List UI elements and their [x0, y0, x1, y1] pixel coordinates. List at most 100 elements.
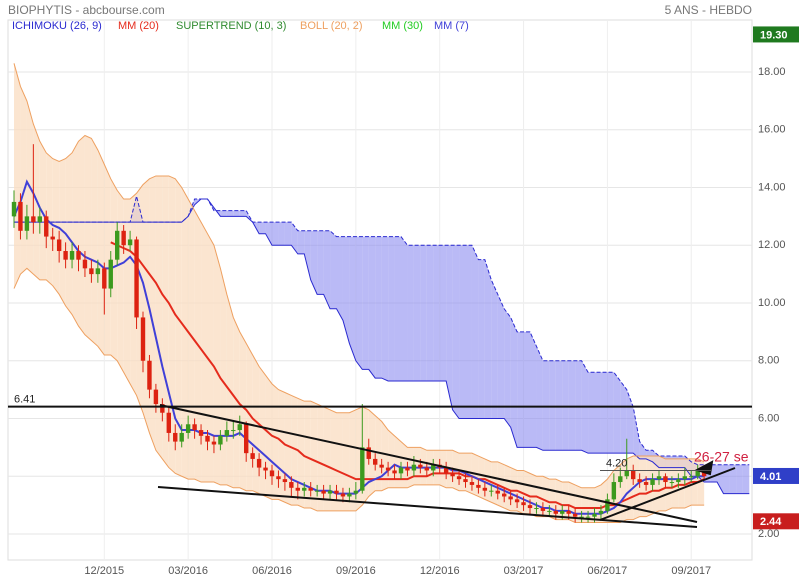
candle-body — [456, 476, 462, 480]
candle-body — [56, 239, 62, 252]
ichimoku-cloud — [536, 346, 543, 451]
boll-band — [104, 164, 111, 355]
candle-body — [611, 482, 617, 500]
candle-body — [650, 479, 655, 485]
candle-body — [69, 251, 75, 260]
candle-body — [463, 479, 468, 483]
ichimoku-cloud — [433, 245, 440, 381]
candle-body — [669, 482, 675, 484]
ichimoku-cloud — [272, 222, 279, 246]
ichimoku-cloud — [323, 230, 331, 309]
candle-body — [11, 201, 17, 217]
boll-band — [394, 435, 401, 488]
ichimoku-cloud — [381, 236, 389, 381]
ichimoku-cloud — [297, 230, 305, 254]
candle-body — [676, 479, 681, 483]
ichimoku-cloud — [349, 236, 356, 361]
candle-body — [373, 458, 378, 465]
boll-band — [272, 383, 279, 500]
ichimoku-cloud — [220, 210, 227, 217]
ichimoku-cloud — [729, 464, 737, 494]
boll-band — [39, 141, 47, 280]
candle-body — [302, 487, 307, 491]
candle-body — [218, 435, 223, 445]
candle-body — [489, 490, 494, 492]
ichimoku-cloud — [723, 464, 730, 494]
candle-body — [689, 476, 694, 478]
boll-band — [110, 178, 118, 361]
y-tick-label: 6.00 — [758, 412, 779, 424]
candle-body — [521, 502, 526, 506]
boll-band — [478, 456, 485, 500]
ichimoku-cloud — [742, 464, 750, 494]
price-tag-label: 19.30 — [760, 29, 788, 41]
boll-band — [220, 268, 227, 485]
ichimoku-cloud — [607, 372, 614, 454]
candle-body — [366, 447, 371, 459]
boll-band — [336, 412, 343, 511]
candle-body — [289, 482, 294, 488]
y-tick-label: 2.00 — [758, 528, 779, 540]
legend-entry: MM (20) — [118, 20, 159, 32]
candle-body — [701, 470, 707, 477]
boll-band — [562, 482, 569, 520]
ichimoku-cloud — [330, 230, 337, 309]
candle-body — [540, 508, 546, 511]
price-tag — [753, 513, 799, 530]
boll-band — [330, 409, 337, 511]
ichimoku-cloud — [568, 360, 576, 451]
boll-band — [317, 404, 324, 511]
boll-band — [259, 366, 266, 497]
boll-band — [155, 175, 163, 459]
boll-band — [278, 389, 285, 503]
boll-band — [646, 456, 653, 517]
ichimoku-cloud — [471, 245, 479, 419]
boll-band — [123, 199, 131, 384]
ichimoku-cloud — [394, 236, 401, 381]
ichimoku-cloud — [523, 331, 530, 448]
candle-body — [179, 432, 184, 442]
boll-band — [342, 412, 350, 511]
arrow-head — [694, 460, 714, 476]
candle-body — [431, 464, 436, 471]
boll-band — [594, 484, 601, 523]
boll-band — [291, 395, 298, 506]
boll-band — [401, 441, 408, 488]
candle-body — [89, 268, 94, 275]
ichimoku-cloud — [497, 294, 505, 419]
ichimoku-cloud — [459, 245, 466, 419]
ichimoku-cloud — [284, 222, 292, 246]
boll-upper — [13, 63, 705, 489]
ichimoku-cloud — [575, 360, 582, 451]
candle-body — [618, 476, 623, 483]
candle-body — [411, 464, 417, 471]
candle-body — [495, 490, 500, 494]
candle-body — [263, 467, 268, 471]
ichimoku-cloud — [736, 464, 743, 494]
candle-body — [250, 453, 255, 459]
candle-body — [18, 201, 23, 231]
boll-band — [97, 149, 105, 355]
ichimoku-cloud — [226, 210, 234, 217]
ichimoku-cloud — [491, 279, 498, 419]
x-tick-label: 09/2016 — [336, 565, 376, 577]
x-tick-label: 12/2016 — [420, 565, 460, 577]
candle-body — [282, 479, 288, 483]
candle-body — [585, 516, 591, 518]
ichimoku-cloud — [517, 331, 524, 448]
candle-body — [572, 513, 578, 517]
candle-body — [134, 239, 139, 318]
candle-body — [624, 470, 629, 477]
candle-body — [211, 441, 217, 445]
boll-band — [665, 458, 672, 511]
boll-band — [207, 233, 214, 483]
candle-body — [95, 268, 101, 275]
price-tag — [753, 467, 799, 484]
candle-body — [560, 510, 565, 514]
candle-body — [663, 476, 668, 483]
annotation: 26-27 se — [694, 449, 749, 465]
x-tick-label: 12/2015 — [84, 565, 124, 577]
ichimoku-cloud — [504, 308, 511, 428]
candle-body — [50, 236, 55, 240]
